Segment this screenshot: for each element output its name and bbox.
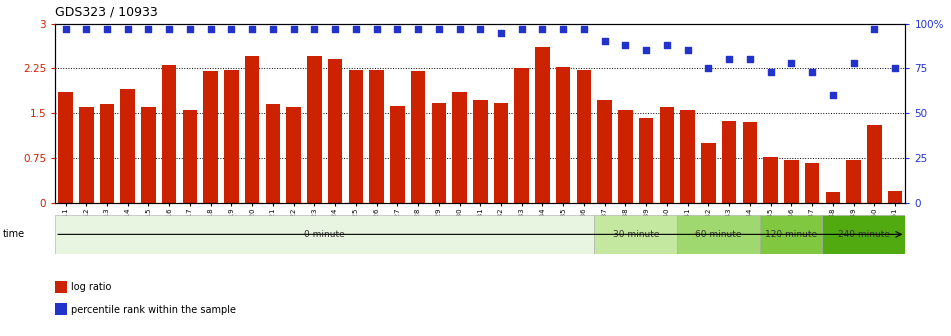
Bar	[722, 121, 736, 203]
Point	[286, 26, 301, 32]
Point	[825, 93, 841, 98]
Bar	[677, 215, 760, 254]
Bar	[121, 89, 135, 203]
Text: percentile rank within the sample: percentile rank within the sample	[71, 304, 236, 314]
Text: 120 minute: 120 minute	[766, 230, 817, 239]
Bar	[390, 106, 404, 203]
Bar	[204, 72, 218, 203]
Bar	[162, 66, 177, 203]
Bar	[55, 303, 67, 315]
Point	[887, 66, 902, 71]
Bar	[473, 100, 488, 203]
Point	[555, 26, 571, 32]
Bar	[369, 70, 384, 203]
Point	[348, 26, 363, 32]
Text: GDS323 / 10933: GDS323 / 10933	[55, 5, 158, 18]
Point	[494, 30, 509, 35]
Bar	[784, 160, 799, 203]
Bar	[245, 56, 260, 203]
Bar	[556, 67, 571, 203]
Point	[162, 26, 177, 32]
Point	[742, 57, 757, 62]
Bar	[680, 111, 695, 203]
Bar	[411, 72, 425, 203]
Text: 60 minute: 60 minute	[695, 230, 742, 239]
Point	[120, 26, 135, 32]
Bar	[453, 92, 467, 203]
Point	[183, 26, 198, 32]
Bar	[594, 215, 677, 254]
Point	[411, 26, 426, 32]
Bar	[349, 70, 363, 203]
Point	[680, 48, 695, 53]
Point	[431, 26, 446, 32]
Bar	[265, 104, 281, 203]
Text: 0 minute: 0 minute	[304, 230, 345, 239]
Point	[659, 42, 674, 48]
Point	[473, 26, 488, 32]
Bar	[328, 59, 342, 203]
Bar	[805, 163, 820, 203]
Bar	[743, 122, 757, 203]
Point	[141, 26, 156, 32]
Text: 240 minute: 240 minute	[838, 230, 890, 239]
Point	[100, 26, 115, 32]
Point	[638, 48, 653, 53]
Text: log ratio: log ratio	[71, 282, 111, 292]
Point	[597, 39, 612, 44]
Bar	[846, 160, 861, 203]
Point	[265, 26, 281, 32]
Point	[244, 26, 260, 32]
Point	[390, 26, 405, 32]
Bar	[55, 281, 67, 293]
Bar	[307, 56, 321, 203]
Bar	[55, 215, 594, 254]
Bar	[58, 92, 73, 203]
Text: 30 minute: 30 minute	[612, 230, 659, 239]
Point	[701, 66, 716, 71]
Text: time: time	[3, 229, 25, 239]
Bar	[494, 102, 508, 203]
Bar	[183, 111, 197, 203]
Bar	[597, 100, 611, 203]
Point	[722, 57, 737, 62]
Point	[369, 26, 384, 32]
Bar	[100, 104, 114, 203]
Bar	[867, 125, 882, 203]
Point	[866, 26, 882, 32]
Point	[576, 26, 592, 32]
Bar	[224, 70, 239, 203]
Bar	[514, 69, 529, 203]
Bar	[576, 70, 592, 203]
Bar	[286, 108, 301, 203]
Bar	[141, 108, 156, 203]
Point	[845, 60, 861, 66]
Point	[223, 26, 239, 32]
Bar	[760, 215, 823, 254]
Bar	[618, 111, 632, 203]
Point	[763, 69, 778, 75]
Bar	[764, 157, 778, 203]
Bar	[639, 118, 653, 203]
Bar	[79, 108, 93, 203]
Point	[327, 26, 342, 32]
Point	[307, 26, 322, 32]
Bar	[823, 215, 905, 254]
Point	[58, 26, 73, 32]
Bar	[432, 102, 446, 203]
Point	[452, 26, 467, 32]
Bar	[535, 47, 550, 203]
Point	[805, 69, 820, 75]
Point	[204, 26, 219, 32]
Bar	[825, 193, 840, 203]
Point	[514, 26, 530, 32]
Point	[79, 26, 94, 32]
Point	[618, 42, 633, 48]
Bar	[887, 191, 902, 203]
Point	[534, 26, 550, 32]
Point	[784, 60, 799, 66]
Bar	[701, 143, 715, 203]
Bar	[660, 108, 674, 203]
